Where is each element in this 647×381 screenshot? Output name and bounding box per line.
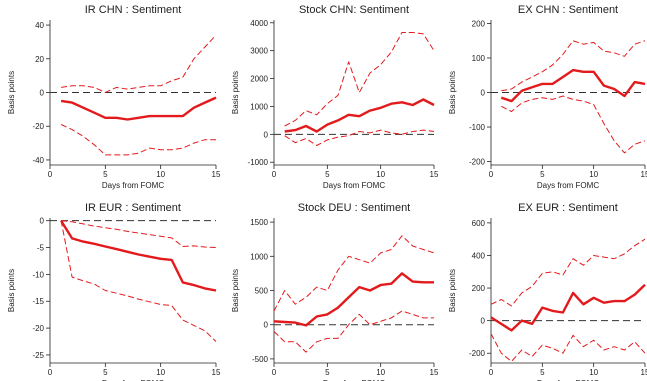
y-axis-label: Basis points [231,269,240,312]
series-line-estimate [284,98,435,133]
y-tick-label: -40 [32,156,44,165]
series-line-lower [60,124,216,156]
chart-panel-4: IR EUR : Sentiment -25 -20 -15 -10 -5 0 0 5 10 15 D… [7,202,221,381]
chart-panel-6: EX EUR : Sentiment -200 0 200 400 600 0 5 10 15 Da… [448,202,647,381]
x-axis-label: Days from FOMC [102,379,164,381]
chart-panel-1: IR CHN : Sentiment -40 -20 0 20 40 0 5 10 15 Days … [7,4,221,190]
y-tick-label: -1000 [248,158,269,167]
series-line-lower [273,310,434,353]
chart-panel-3: EX CHN : Sentiment -200 -100 0 100 200 0 5 10 15 D… [448,4,647,190]
y-tick-label: 1000 [250,252,268,261]
x-tick-label: 15 [430,368,439,377]
y-tick-label: -200 [469,349,486,358]
y-tick-label: 200 [472,19,486,28]
series-line-lower [490,333,646,362]
series-line-estimate [490,283,646,332]
x-tick-label: 15 [641,368,647,377]
x-axis-label: Days from FOMC [537,379,599,381]
y-tick-label: -25 [32,351,44,360]
x-tick-label: 0 [489,368,494,377]
x-tick-label: 15 [430,170,439,179]
y-tick-label: 500 [255,287,269,296]
series-line-upper [273,235,435,312]
series-line-upper [490,238,646,307]
series-line-estimate [60,96,217,121]
x-tick-label: 0 [489,170,494,179]
y-tick-label: 3000 [250,47,268,56]
panel-title: Stock CHN: Sentiment [299,4,409,16]
y-tick-label: 4000 [250,19,268,28]
series-line-lower [284,129,435,146]
x-tick-label: 15 [212,368,221,377]
y-tick-label: 0 [40,89,45,98]
y-axis-label: Basis points [448,269,457,312]
x-tick-label: 10 [589,368,598,377]
x-axis-label: Days from FOMC [323,181,385,190]
y-tick-label: -10 [32,270,44,279]
chart-panel-2: Stock CHN: Sentiment-1000010002000300040… [231,4,439,190]
y-tick-label: 0 [264,130,269,139]
series-line-upper [501,40,646,92]
y-tick-label: 100 [472,54,486,63]
series-line-lower [501,95,646,154]
x-tick-label: 5 [103,368,108,377]
y-tick-label: 0 [264,321,269,330]
y-axis-label: Basis points [231,71,240,114]
x-tick-label: 0 [272,170,277,179]
y-tick-label: 1500 [250,218,268,227]
x-axis-label: Days from FOMC [323,379,385,381]
y-tick-label: -500 [252,355,269,364]
x-tick-label: 0 [272,368,277,377]
y-axis-label: Basis points [7,269,16,312]
series-line-estimate [500,68,646,103]
y-tick-label: 0 [481,317,486,326]
panel-title: IR CHN : Sentiment [85,4,182,16]
series-line-lower [60,220,217,342]
series-line-upper [61,34,217,93]
x-tick-label: 10 [376,170,385,179]
y-tick-label: -15 [32,297,44,306]
y-tick-label: 2000 [250,75,268,84]
x-tick-label: 15 [641,170,647,179]
y-tick-label: 20 [35,55,44,64]
y-tick-label: 0 [481,89,486,98]
y-tick-label: -100 [469,123,486,132]
x-tick-label: 10 [376,368,385,377]
x-tick-label: 15 [212,170,221,179]
y-axis-label: Basis points [448,71,457,114]
y-tick-label: -200 [469,158,486,167]
panel-title: EX EUR : Sentiment [518,202,618,214]
y-axis-label: Basis points [7,71,16,114]
y-tick-label: -5 [37,244,45,253]
x-axis-label: Days from FOMC [537,181,599,190]
x-tick-label: 5 [540,368,545,377]
series-line-estimate [60,220,217,292]
series-line-upper [61,220,217,248]
series-line-upper [284,32,435,127]
y-tick-label: 40 [35,21,44,30]
x-tick-label: 10 [156,368,165,377]
panel-title: Stock DEU : Sentiment [298,202,411,214]
x-tick-label: 5 [103,170,108,179]
y-tick-label: 200 [472,284,486,293]
y-tick-label: 0 [40,217,45,226]
x-axis-label: Days from FOMC [102,181,164,190]
panel-title: IR EUR : Sentiment [85,202,181,214]
x-tick-label: 10 [589,170,598,179]
y-tick-label: 400 [472,251,486,260]
y-tick-label: -20 [32,324,44,333]
x-tick-label: 0 [48,368,53,377]
x-tick-label: 0 [48,170,53,179]
x-tick-label: 5 [540,170,545,179]
x-tick-label: 10 [156,170,165,179]
y-tick-label: 1000 [250,102,268,111]
y-tick-label: 600 [472,219,486,228]
x-tick-label: 5 [325,368,330,377]
series-line-estimate [273,272,434,327]
panel-title: EX CHN : Sentiment [518,4,618,16]
x-tick-label: 5 [325,170,330,179]
y-tick-label: -20 [32,122,44,131]
